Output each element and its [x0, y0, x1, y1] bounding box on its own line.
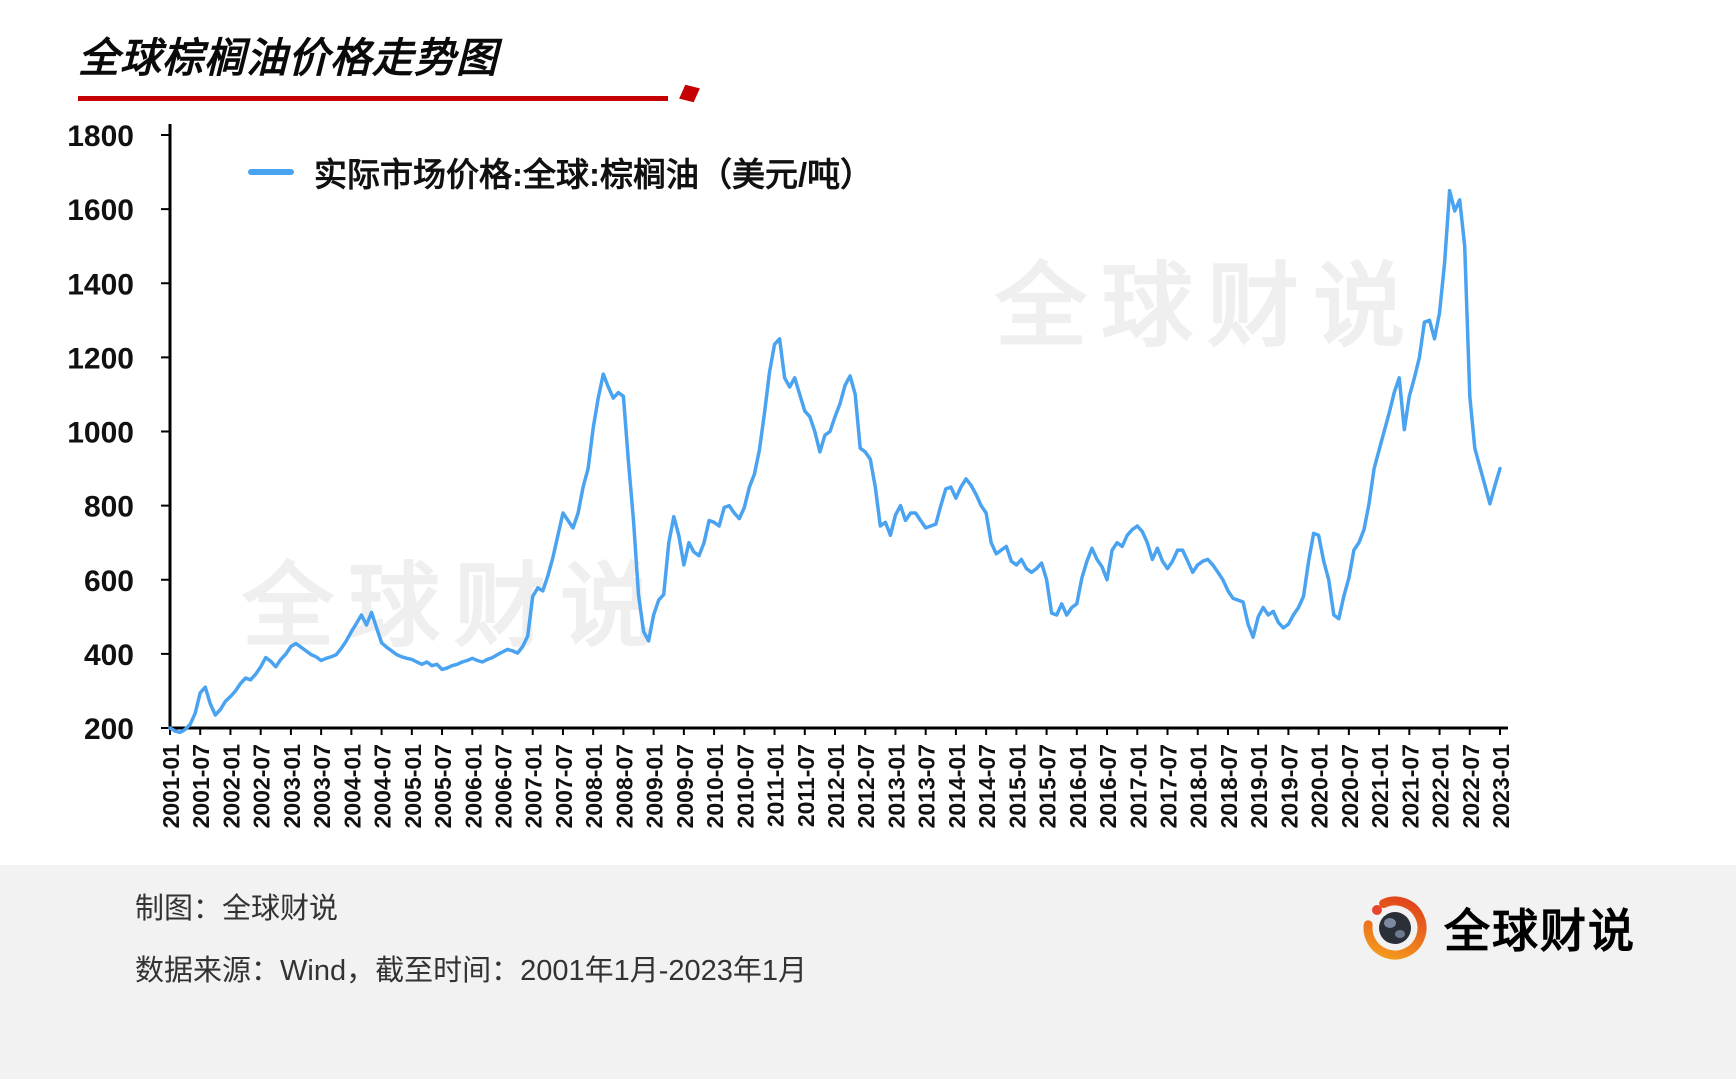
x-tick-label: 2010-07: [732, 744, 758, 828]
x-tick-label: 2015-01: [1004, 744, 1030, 829]
x-tick-label: 2017-07: [1156, 744, 1182, 828]
brand-logo: 全球财说: [1362, 895, 1636, 961]
y-tick-label: 1400: [67, 268, 134, 301]
x-tick-label: 2015-07: [1035, 744, 1061, 828]
chart-header: 全球棕榈油价格走势图: [78, 24, 700, 103]
x-tick-label: 2008-01: [581, 744, 607, 829]
x-tick-label: 2016-01: [1065, 744, 1091, 829]
x-tick-label: 2021-01: [1367, 744, 1393, 829]
footer-credit: 制图：全球财说: [135, 893, 339, 925]
y-tick-label: 200: [84, 713, 134, 746]
x-tick-label: 2023-01: [1488, 744, 1514, 829]
y-tick-label: 800: [84, 491, 134, 524]
x-tick-label: 2016-07: [1095, 744, 1121, 828]
x-tick-label: 2006-07: [491, 744, 517, 828]
brand-logo-text: 全球财说: [1444, 905, 1636, 957]
x-tick-label: 2005-07: [430, 744, 456, 828]
x-tick-label: 2004-07: [370, 744, 396, 828]
x-tick-label: 2004-01: [339, 744, 365, 829]
y-tick-label: 1000: [67, 417, 134, 450]
x-tick-label: 2009-07: [672, 744, 698, 828]
x-tick-label: 2020-01: [1307, 744, 1333, 829]
x-tick-label: 2018-01: [1186, 744, 1212, 829]
x-tick-label: 2022-01: [1428, 744, 1454, 829]
legend-label: 实际市场价格:全球:棕榈油（美元/吨）: [314, 156, 874, 193]
x-tick-label: 2009-01: [642, 744, 668, 829]
x-tick-label: 2007-07: [551, 744, 577, 828]
x-tick-label: 2006-01: [460, 744, 486, 829]
y-tick-label: 1600: [67, 194, 134, 227]
page-title: 全球棕榈油价格走势图: [78, 35, 498, 81]
x-tick-label: 2011-07: [793, 744, 819, 827]
x-tick-label: 2019-01: [1246, 744, 1272, 829]
x-tick-label: 2003-01: [279, 744, 305, 829]
x-tick-label: 2010-01: [702, 744, 728, 829]
x-tick-label: 2012-07: [853, 744, 879, 828]
x-tick-label: 2001-07: [188, 744, 214, 828]
x-tick-label: 2019-07: [1276, 744, 1302, 828]
x-tick-label: 2022-07: [1458, 744, 1484, 828]
x-tick-label: 2018-07: [1216, 744, 1242, 828]
y-tick-label: 1800: [67, 120, 134, 153]
y-tick-label: 600: [84, 565, 134, 598]
footer-source: 数据来源：Wind，截至时间：2001年1月-2023年1月: [135, 955, 808, 987]
title-underline: [78, 96, 668, 101]
y-tick-label: 400: [84, 639, 134, 672]
x-tick-label: 2012-01: [823, 744, 849, 829]
legend-line-swatch: [248, 169, 294, 175]
x-tick-label: 2007-01: [521, 744, 547, 829]
x-tick-label: 2002-01: [218, 744, 244, 829]
x-tick-label: 2008-07: [611, 744, 637, 828]
x-tick-label: 2003-07: [309, 744, 335, 828]
x-tick-label: 2014-07: [974, 744, 1000, 828]
x-tick-label: 2017-01: [1125, 744, 1151, 829]
x-tick-label: 2001-01: [158, 744, 184, 829]
price-chart: 200 400 600 800 1000 1200 1400 1600 1800 2001-01 2…: [0, 108, 1736, 865]
x-tick-label: 2011-01: [763, 744, 789, 827]
x-tick-label: 2005-01: [400, 744, 426, 829]
title-accent-mark: [679, 84, 700, 103]
price-line: [168, 188, 1502, 735]
x-tick-label: 2002-07: [249, 744, 275, 828]
x-tick-label: 2014-01: [944, 744, 970, 829]
x-tick-label: 2013-01: [883, 744, 909, 829]
x-tick-label: 2020-07: [1337, 744, 1363, 828]
globe-logo-icon: [1363, 896, 1427, 960]
y-tick-label: 1200: [67, 342, 134, 375]
footer: 制图：全球财说 数据来源：Wind，截至时间：2001年1月-2023年1月 全…: [0, 865, 1736, 1079]
chart-legend: 实际市场价格:全球:棕榈油（美元/吨）: [248, 148, 873, 196]
x-tick-label: 2013-07: [914, 744, 940, 828]
x-tick-label: 2021-07: [1397, 744, 1423, 828]
